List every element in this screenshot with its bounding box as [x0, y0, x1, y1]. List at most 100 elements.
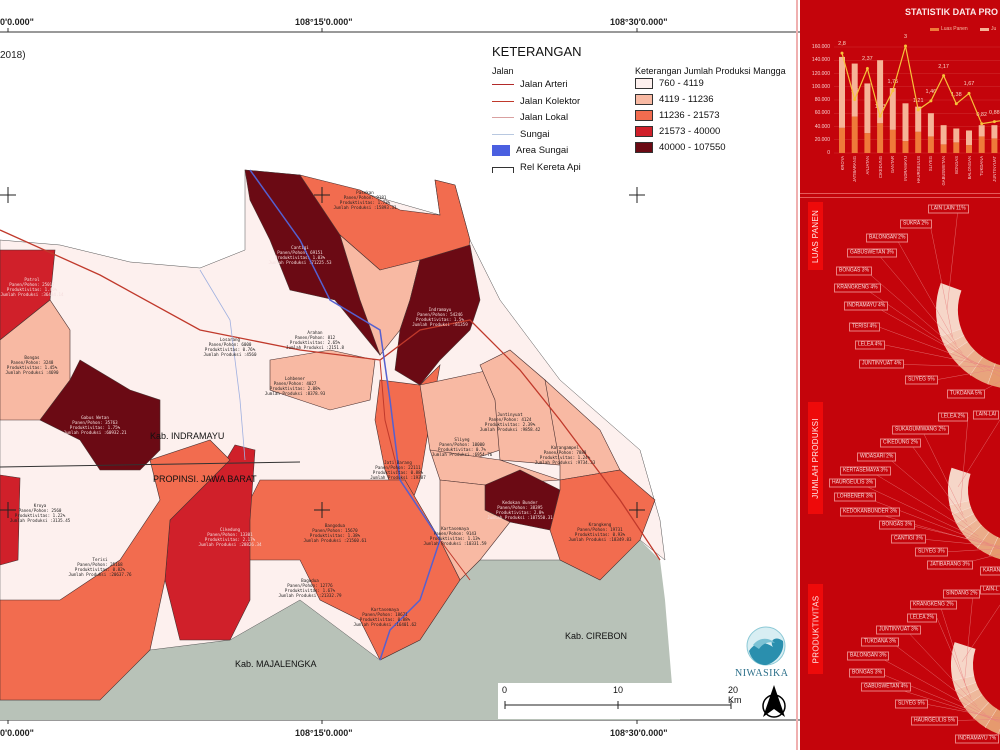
bar-luas-panen [966, 145, 972, 153]
donut-slice [956, 513, 978, 532]
legend-roads-title: Jalan [492, 66, 514, 76]
district-prod: Produktivitas: 1.03% [274, 255, 326, 260]
district-label: Pasekan Panen/Pohon: 9181 Produktivitas: 1… [333, 190, 396, 210]
legend-class-item: 11236 - 21573 [635, 110, 720, 121]
district-prod: Produktivitas: 1.38% [309, 533, 361, 538]
district-jumlah: Jumlah Produksi :81359 [412, 322, 468, 327]
bar-luas-panen [839, 127, 845, 153]
district-name: Karangampel [551, 445, 579, 450]
coord-bottom-1: 0'0.000" [0, 728, 34, 738]
donut-label: BALONGAN 2% [866, 233, 909, 243]
district-panen: Panen/Pohon: 12776 [287, 583, 333, 588]
railway-icon [492, 167, 514, 173]
graticule-cross-icon [0, 502, 16, 518]
donut-leader-line [873, 305, 1000, 377]
donut-leader-line [909, 442, 968, 523]
tab-label: LUAS PANEN [811, 209, 820, 263]
district-panen: Panen/Pohon: 2560 [18, 508, 62, 513]
donut-leader-line [961, 604, 1000, 662]
legend-line-label: Area Sungai [516, 145, 569, 156]
niwasika-logo-icon [746, 626, 786, 666]
coord-top-2: 108°15'0.000" [295, 17, 353, 27]
district-prod: Produktivitas: 0.93% [574, 532, 626, 537]
bar-line-chart [834, 44, 1000, 154]
donut-leader-line [946, 208, 959, 310]
donut-label: BALONGAN 3% [847, 651, 890, 661]
bar-jumlah [839, 56, 845, 128]
district-name: Cikedung [219, 527, 241, 532]
line-swatch [492, 133, 514, 135]
district-name: Bagodua [301, 578, 319, 583]
donut-label: LOHBENER 3% [834, 492, 877, 502]
river-branch [199, 269, 246, 461]
map-subtitle: 2018) [0, 50, 26, 61]
district-panen: Panen/Pohon: 15670 [312, 528, 358, 533]
line-point-label: 1,67 [963, 81, 975, 88]
district-panen: Panen/Pohon: 9181 [343, 195, 387, 200]
donut-leader-line [886, 456, 972, 529]
district-label: Cantigi Panen/Pohon: 69151 Produktivitas: … [268, 245, 331, 265]
donut-label: SLIYEG 5% [905, 375, 938, 385]
district-prod: Produktivitas: 1.73% [339, 200, 391, 205]
donut-label: JATIBARANG 3% [927, 560, 973, 570]
donut-leader-line [924, 703, 1000, 719]
district-name: Kroya [33, 503, 47, 508]
chart-legend-jumlah: Ju [980, 26, 996, 32]
district-label: Gabus Wetan Panen/Pohon: 35763 Produktivit… [63, 415, 126, 435]
bar-jumlah [978, 125, 985, 137]
legend-classes-title: Keterangan Jumlah Produksi Mangga [635, 66, 786, 76]
class-swatch [635, 110, 653, 121]
district-name: Pasekan [356, 190, 374, 195]
region-majalengka: Kab. MAJALENGKA [235, 659, 317, 669]
region-province: PROPINSI. JAWA BARAT [153, 474, 257, 484]
y-tick-label: 160.000 [811, 44, 830, 50]
district-panen: Panen/Pohon: 7888 [543, 450, 587, 455]
line-point [904, 44, 907, 48]
region-indramayu: Kab. INDRAMAYU [150, 431, 225, 441]
coord-top-1: 0'0.000" [0, 17, 34, 27]
district-name: Kartasemaya [441, 526, 469, 531]
district-name: Juntinyuat [497, 412, 523, 417]
coord-bottom-3: 108°30'0.000" [610, 728, 668, 738]
graticule-cross-icon [0, 187, 16, 203]
district-jumlah: Jumlah Produksi :3135.45 [9, 518, 71, 523]
donut-slice [973, 702, 998, 728]
district-name: Kedokan Bunder [502, 500, 538, 505]
district-prod: Produktivitas: 1.46% [6, 287, 58, 292]
district-jumlah: Jumlah Produksi :2151.8 [286, 345, 344, 350]
line-point [992, 120, 996, 124]
donut-label: SUKRA 2% [900, 219, 932, 229]
line-point [853, 98, 857, 101]
donut-leader-line [858, 482, 989, 544]
tab-produktivitas: PRODUKTIVITAS [808, 584, 823, 674]
tab-label: PRODUKTIVITAS [811, 595, 821, 663]
donut-leader-line [890, 686, 1000, 722]
chart-title: STATISTIK DATA PRO [905, 7, 998, 17]
district-name: Jati Barang [384, 460, 412, 465]
donut-leader-line [876, 655, 997, 722]
y-tick-label: 100.000 [811, 83, 830, 90]
district-panen: Panen/Pohon: 3248 [10, 360, 54, 365]
donut-leader-line [956, 553, 1000, 566]
section-divider [800, 197, 1000, 198]
district-panen: Panen/Pohon: 13301 [207, 532, 253, 537]
district-prod: Produktivitas: 0.76% [204, 347, 256, 352]
bar-luas-panen [991, 138, 998, 153]
donut-leader-line [976, 381, 1000, 395]
donut-label: JUNTINYUAT 3% [876, 625, 922, 635]
district-name: Gabus Wetan [81, 415, 109, 420]
district-jumlah: Jumlah Produksi :19387 [370, 475, 426, 480]
district-panen: Panen/Pohon: 18671 [362, 612, 408, 617]
area-swatch [492, 145, 510, 156]
district-prod: Produktivitas: 2.39% [484, 422, 536, 427]
donut-label: GABUSWETAN 4% [861, 682, 911, 692]
district-jumlah: Jumlah Produksi :20637.76 [68, 572, 132, 577]
district-jumlah: Jumlah Produksi :15893.31 [333, 205, 397, 210]
district-prod: Produktivitas: 0.88% [372, 470, 424, 475]
district-name: Lohbener [284, 376, 306, 381]
district-prod: Produktivitas: 1.5% [416, 317, 464, 322]
road-arteri [0, 229, 661, 561]
logo-text: NIWASIKA [735, 668, 789, 679]
y-tick-label: 20.000 [814, 136, 830, 143]
donut-label: INDRAMAYU 4% [844, 301, 889, 311]
